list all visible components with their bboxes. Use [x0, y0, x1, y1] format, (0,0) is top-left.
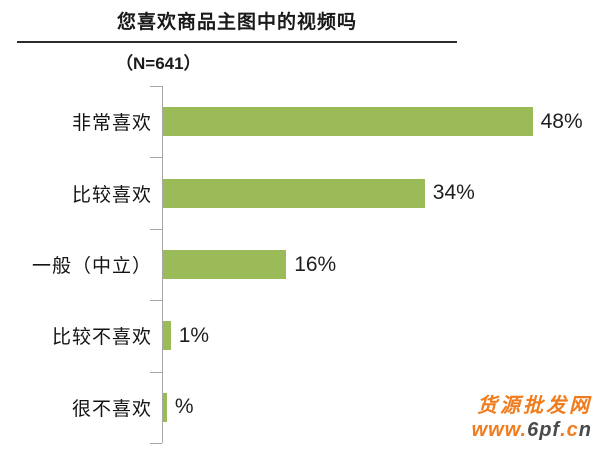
y-axis-line — [162, 86, 163, 443]
category-label: 比较喜欢 — [71, 184, 152, 206]
category-label: 比较不喜欢 — [51, 327, 152, 349]
bar — [163, 392, 167, 422]
axis-tick — [150, 86, 162, 87]
watermark-url-segment: .c — [560, 419, 579, 441]
watermark-url-segment: n — [578, 419, 592, 441]
watermark: 货源批发网 www.6pf.cn — [472, 394, 592, 442]
axis-tick — [150, 229, 162, 230]
axis-tick — [150, 443, 162, 444]
chart-title: 您喜欢商品主图中的视频吗 — [17, 7, 457, 43]
watermark-url: www.6pf.cn — [472, 418, 592, 442]
axis-tick — [150, 300, 162, 301]
category-label: 很不喜欢 — [71, 398, 152, 420]
value-label: 48% — [540, 109, 583, 133]
bar-row: 很不喜欢 % — [0, 372, 600, 443]
bar — [163, 107, 533, 137]
value-label: 16% — [294, 252, 337, 276]
plot-area: 非常喜欢 48% 比较喜欢 34% 一般（中立） 16% 比较不喜欢 1% 很不… — [0, 86, 600, 444]
bar-row: 比较不喜欢 1% — [0, 300, 600, 371]
axis-tick — [150, 157, 162, 158]
bar-row: 比较喜欢 34% — [0, 157, 600, 228]
bar-row: 一般（中立） 16% — [0, 229, 600, 300]
watermark-url-segment: 6pf — [527, 419, 561, 441]
bar-rows: 非常喜欢 48% 比较喜欢 34% 一般（中立） 16% 比较不喜欢 1% 很不… — [0, 86, 600, 443]
bar — [163, 321, 171, 351]
sample-size-label: （N=641） — [116, 54, 201, 73]
category-label: 非常喜欢 — [71, 113, 152, 135]
value-label: % — [174, 395, 194, 419]
axis-tick — [150, 372, 162, 373]
value-label: 34% — [432, 181, 475, 205]
watermark-url-segment: www. — [471, 419, 528, 441]
value-label: 1% — [178, 323, 210, 347]
bar — [163, 178, 425, 208]
category-label: 一般（中立） — [31, 256, 152, 278]
bar-row: 非常喜欢 48% — [0, 86, 600, 157]
bar — [163, 250, 287, 280]
watermark-site-name: 货源批发网 — [477, 395, 592, 417]
